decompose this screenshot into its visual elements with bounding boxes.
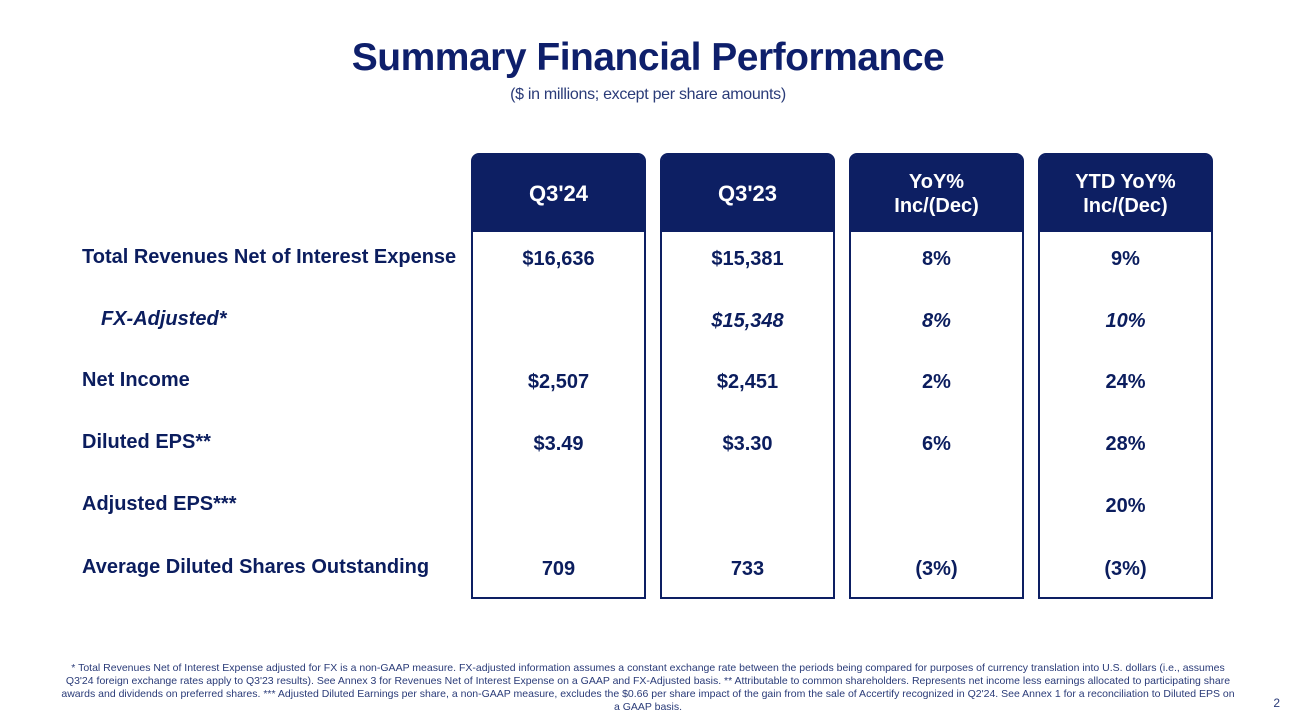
table-cell: $15,381: [711, 248, 784, 270]
table-cell: 8%: [922, 248, 951, 270]
table-cell: 28%: [1105, 433, 1146, 455]
table-cell: 8%: [922, 310, 951, 332]
table-cell: 10%: [1105, 310, 1146, 332]
row-label: Net Income: [82, 369, 190, 391]
table-cell: $2,451: [716, 371, 779, 393]
row-label: Average Diluted Shares Outstanding: [82, 556, 430, 578]
page-number: 2: [1273, 696, 1280, 710]
column-header: YTD YoY% Inc/(Dec): [1040, 155, 1211, 232]
column-header: Q3'23: [662, 155, 833, 232]
table-cell: (3%): [1104, 558, 1147, 580]
table-cell: 733: [730, 558, 765, 580]
table-cell: 24%: [1105, 371, 1146, 393]
table-cell: $2,507: [527, 371, 590, 393]
row-label: FX-Adjusted*: [101, 308, 227, 330]
table-cell: $16,636: [522, 248, 595, 270]
table-cell: 2%: [922, 371, 951, 393]
page-title: Summary Financial Performance: [351, 36, 945, 79]
table-cell: 20%: [1105, 495, 1146, 517]
footnote: * Total Revenues Net of Interest Expense…: [61, 662, 1235, 713]
table-cell: 9%: [1111, 248, 1140, 270]
table-cell: (3%): [915, 558, 958, 580]
row-label: Adjusted EPS***: [82, 493, 237, 515]
row-label: Total Revenues Net of Interest Expense: [82, 246, 457, 268]
table-column: YoY% Inc/(Dec) 8% 8% 2% 6% (3%): [849, 153, 1024, 599]
table-column: Q3'24 $16,636 $2,507 $3.49 709: [471, 153, 646, 599]
table-cell: $15,348: [711, 310, 784, 332]
table-cell: $3.30: [722, 433, 773, 455]
table-column: YTD YoY% Inc/(Dec) 9% 10% 24% 28% 20% (3%): [1038, 153, 1213, 599]
table-cell: 6%: [922, 433, 951, 455]
table-cell: $3.49: [533, 433, 584, 455]
column-header: Q3'24: [473, 155, 644, 232]
row-label: Diluted EPS**: [82, 431, 211, 453]
column-header: YoY% Inc/(Dec): [851, 155, 1022, 232]
page-subtitle: ($ in millions; except per share amounts…: [510, 86, 786, 103]
table-column: Q3'23 $15,381 $15,348 $2,451 $3.30 733: [660, 153, 835, 599]
table-cell: 709: [541, 558, 576, 580]
